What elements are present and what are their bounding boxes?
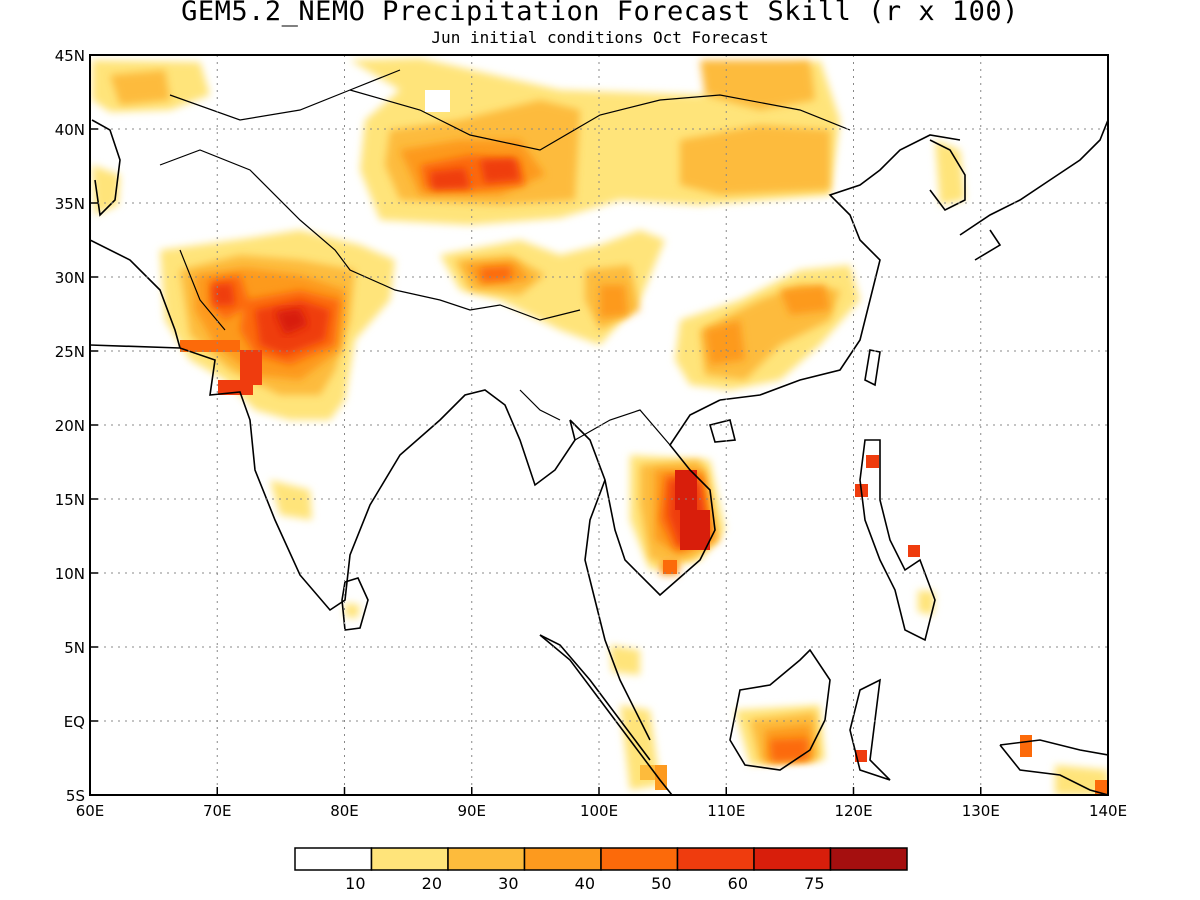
y-tick-label: 45N [55,47,85,65]
coastlines [90,69,1108,795]
x-tick-label: 80E [330,802,359,820]
x-tick-label: 60E [76,802,105,820]
x-axis-ticks: 60E 70E 80E 90E 100E 110E 120E 130E 140E [76,787,1127,820]
chart-title: GEM5.2_NEMO Precipitation Forecast Skill… [181,0,1019,27]
x-tick-label: 110E [707,802,745,820]
x-tick-label: 140E [1089,802,1127,820]
map-gridlines [90,55,1108,795]
colorbar: 10 20 30 40 50 60 75 [294,847,908,893]
colorbar-label: 75 [804,874,824,893]
x-tick-label: 130E [962,802,1000,820]
y-tick-label: 40N [55,121,85,139]
colorbar-label: 10 [345,874,365,893]
colorbar-swatch [676,847,755,871]
colorbar-swatch [370,847,449,871]
y-tick-label: 25N [55,343,85,361]
colorbar-swatch [600,847,679,871]
colorbar-swatch [294,847,373,871]
skill-shading [92,58,1108,795]
colorbar-label: 40 [575,874,595,893]
x-tick-label: 120E [834,802,872,820]
colorbar-swatch [447,847,526,871]
colorbar-label: 50 [651,874,671,893]
y-tick-label: 20N [55,417,85,435]
y-axis-ticks: 45N 40N 35N 30N 25N 20N 15N 10N 5N EQ 5S [55,47,98,805]
colorbar-label: 30 [498,874,518,893]
y-tick-label: 15N [55,491,85,509]
colorbar-swatch [829,847,908,871]
x-tick-label: 90E [457,802,486,820]
y-tick-label: EQ [64,713,85,731]
colorbar-swatch [523,847,602,871]
y-tick-label: 5N [64,639,85,657]
colorbar-swatch [753,847,832,871]
chart-subtitle: Jun initial conditions Oct Forecast [431,28,769,47]
x-tick-label: 70E [203,802,232,820]
y-tick-label: 10N [55,565,85,583]
y-tick-label: 30N [55,269,85,287]
y-tick-label: 5S [66,787,85,805]
colorbar-label: 60 [728,874,748,893]
x-tick-label: 100E [580,802,618,820]
colorbar-label: 20 [422,874,442,893]
y-tick-label: 35N [55,195,85,213]
